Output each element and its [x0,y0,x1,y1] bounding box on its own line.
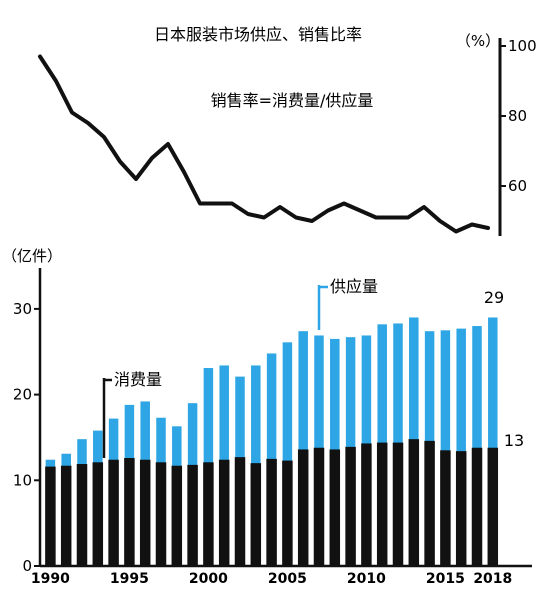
consumption-bar [376,442,388,566]
consumption-bar [155,462,167,566]
consumption-bar [282,460,293,566]
quantity-x-tick-label: 2015 [426,571,465,587]
ratio-chart-title: 日本服装市场供应、销售比率 [154,25,362,44]
quantity-y-tick-label: 30 [13,300,32,318]
consumption-bar [471,447,483,566]
consumption-end-label: 13 [504,431,524,450]
consumption-bar [76,464,88,566]
consumption-bar [297,449,309,566]
consumption-bar [124,458,135,566]
quantity-y-ticks: 0 10 20 30 [13,300,40,575]
consumption-bar [203,462,214,566]
consumption-bar [408,439,420,566]
consumption-bar [440,450,451,566]
quantity-x-ticks: 1990 1995 2000 2005 2010 2015 2018 [31,571,512,587]
ratio-y-tick-label: 80 [508,107,527,125]
consumption-bar [345,446,356,566]
quantity-x-tick-label: 2000 [189,571,228,587]
quantity-x-tick-label: 1995 [110,571,149,587]
consumption-bar [424,440,435,566]
consumption-bar [487,447,499,566]
supply-bar [440,330,451,566]
supply-bar [488,317,498,566]
quantity-x-tick-label: 2018 [473,571,512,587]
consumption-bar [392,442,404,566]
quantity-y-tick-label: 20 [13,386,32,404]
consumption-bar [455,451,467,566]
quantity-chart-unit: （亿件） [2,247,62,265]
supply-legend-label: 供应量 [330,277,378,296]
consumption-bar [250,463,262,566]
quantity-x-tick-label: 2010 [347,571,386,587]
consumption-bar [234,457,246,566]
ratio-chart: 日本服装市场供应、销售比率 销售率=消费量/供应量 （%） 60 80 100 [38,25,537,236]
ratio-y-tick-label: 100 [508,37,537,55]
supply-bar [298,331,308,566]
consumption-bar [313,447,325,566]
consumption-bars [45,439,499,566]
consumption-bar [92,462,104,566]
quantity-y-tick-label: 10 [13,471,32,489]
consumption-bar [329,449,341,566]
consumption-bar [171,465,183,566]
supply-bar [456,328,466,566]
consumption-bar [60,465,72,566]
quantity-x-tick-label: 1990 [31,571,70,587]
ratio-series-line [38,54,490,234]
consumption-bar [218,459,230,566]
ratio-y-ticks: 60 80 100 [500,37,537,195]
ratio-y-tick-label: 60 [508,177,527,195]
quantity-y-tick-label: 0 [22,557,32,575]
consumption-bar [187,464,198,566]
quantity-chart: （亿件） 0 10 20 30 1990 1995 2000 2005 2010 2015 201… [2,247,532,587]
ratio-chart-unit: （%） [456,32,500,50]
consumption-legend-label: 消费量 [114,370,162,389]
supply-bar [282,342,293,566]
consumption-bar [45,466,56,566]
consumption-bar [108,459,119,566]
consumption-bar [266,458,277,566]
supply-bar [472,326,482,566]
ratio-chart-formula: 销售率=消费量/供应量 [211,91,374,110]
consumption-bar [361,443,372,566]
consumption-bar [139,459,151,566]
supply-end-label: 29 [484,288,504,307]
quantity-x-tick-label: 2005 [268,571,307,587]
